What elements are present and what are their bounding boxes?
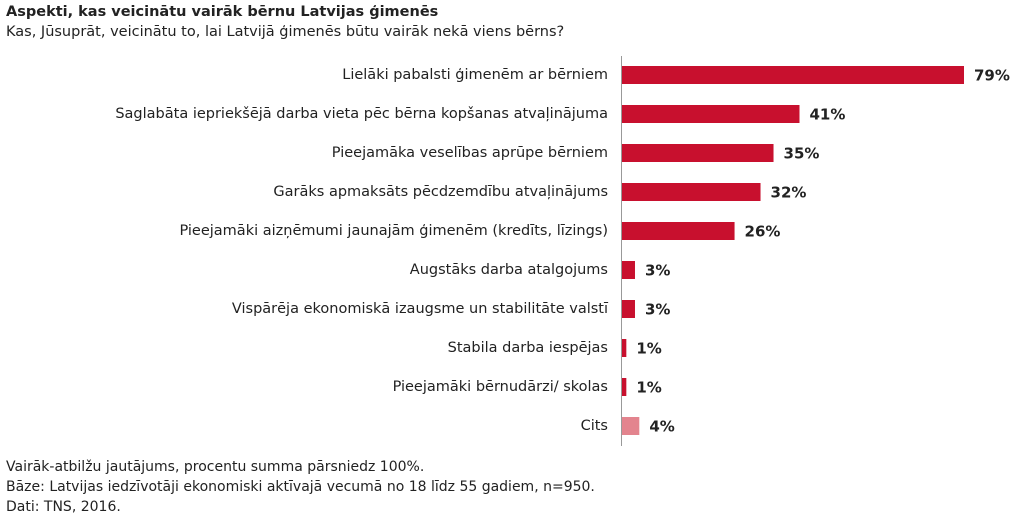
- chart-subtitle: Kas, Jūsuprāt, veicinātu to, lai Latvijā…: [6, 24, 564, 40]
- category-label: Pieejamāki bērnudārzi/ skolas: [393, 379, 608, 395]
- bar: [622, 261, 635, 279]
- bar: [622, 222, 735, 240]
- value-label: 4%: [649, 418, 674, 436]
- bar: [622, 66, 964, 84]
- bar: [622, 378, 627, 396]
- value-label: 41%: [809, 106, 845, 124]
- bar: [622, 417, 640, 435]
- value-label: 3%: [645, 301, 670, 319]
- category-label: Stabila darba iespējas: [448, 340, 608, 356]
- value-label: 1%: [636, 340, 661, 358]
- category-label: Saglabāta iepriekšējā darba vieta pēc bē…: [115, 106, 608, 122]
- footnote: Bāze: Latvijas iedzīvotāji ekonomiski ak…: [6, 479, 595, 495]
- footnote: Vairāk-atbilžu jautājums, procentu summa…: [6, 459, 424, 475]
- bar: [622, 183, 761, 201]
- value-label: 35%: [784, 145, 820, 163]
- value-label: 3%: [645, 262, 670, 280]
- bar: [622, 144, 774, 162]
- chart-title: Aspekti, kas veicinātu vairāk bērnu Latv…: [6, 4, 438, 20]
- category-label: Pieejamāki aizņēmumi jaunajām ģimenēm (k…: [179, 223, 608, 239]
- category-label: Pieejamāka veselības aprūpe bērniem: [332, 145, 608, 161]
- category-label: Augstāks darba atalgojums: [410, 262, 608, 278]
- bar: [622, 339, 627, 357]
- bar: [622, 300, 635, 318]
- category-label: Lielāki pabalsti ģimenēm ar bērniem: [342, 67, 608, 83]
- category-label: Cits: [581, 418, 608, 434]
- category-label: Vispārēja ekonomiskā izaugsme un stabili…: [232, 301, 609, 317]
- value-label: 79%: [974, 67, 1010, 85]
- bar: [622, 105, 800, 123]
- category-label: Garāks apmaksāts pēcdzemdību atvaļinājum…: [273, 184, 608, 200]
- value-label: 32%: [771, 184, 807, 202]
- value-label: 26%: [745, 223, 781, 241]
- footnote: Dati: TNS, 2016.: [6, 499, 121, 515]
- value-label: 1%: [636, 379, 661, 397]
